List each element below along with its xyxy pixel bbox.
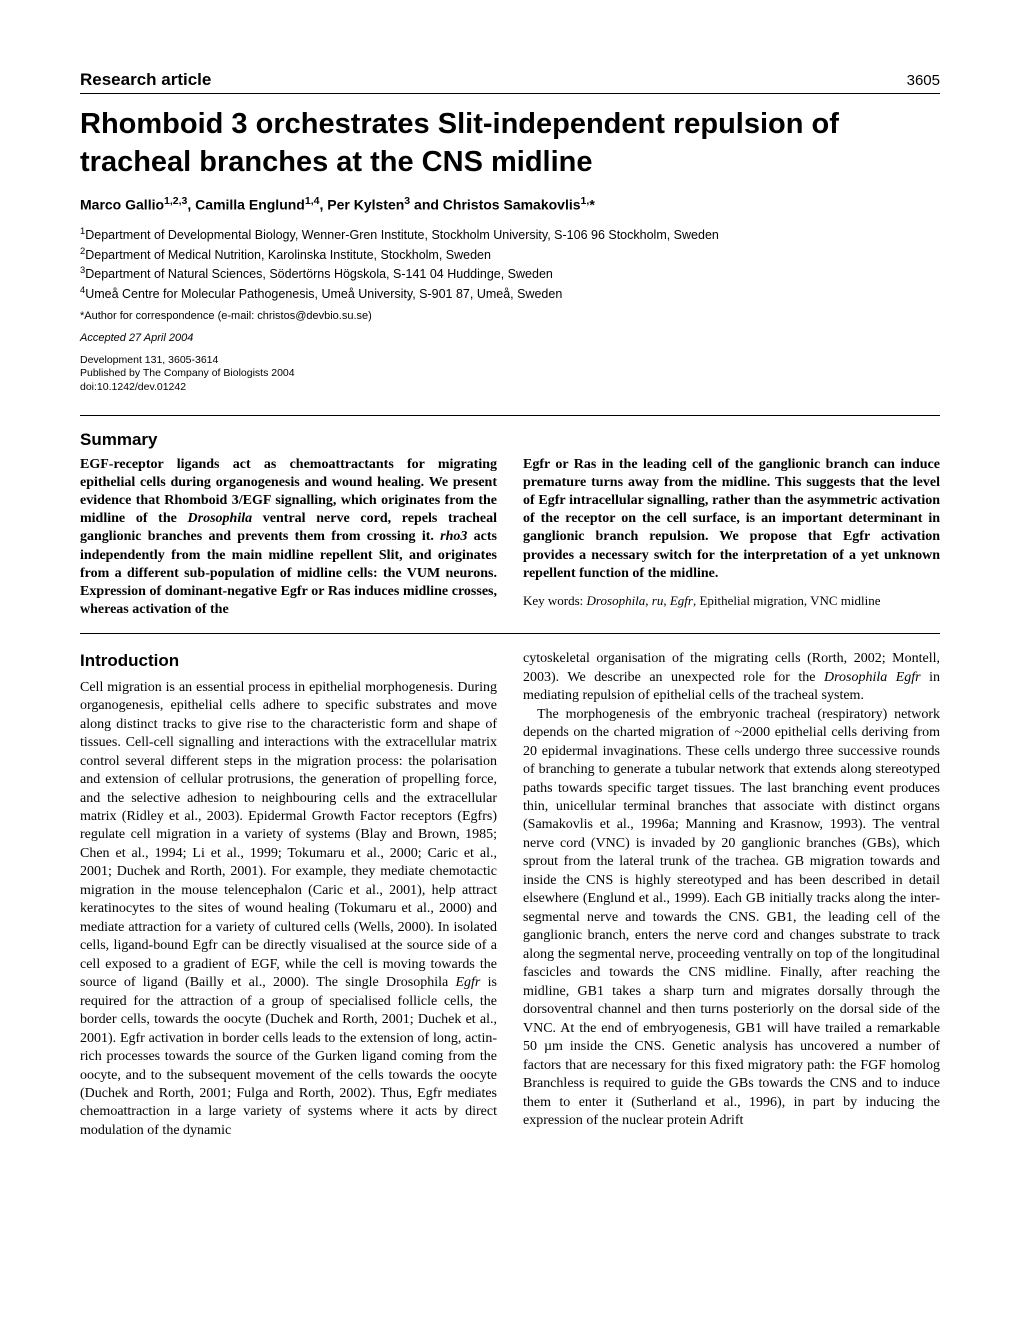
intro-right-p1: cytoskeletal organisation of the migrati…: [523, 650, 940, 705]
affiliation-3: 3Department of Natural Sciences, Södertö…: [80, 264, 940, 284]
body-right-col: cytoskeletal organisation of the migrati…: [523, 650, 940, 1140]
authors-line: Marco Gallio1,2,3, Camilla Englund1,4, P…: [80, 195, 940, 213]
introduction-title: Introduction: [80, 650, 497, 672]
accepted-date: Accepted 27 April 2004: [80, 332, 940, 344]
summary-right-text: Egfr or Ras in the leading cell of the g…: [523, 457, 940, 581]
body-columns: Introduction Cell migration is an essent…: [80, 650, 940, 1140]
body-left-col: Introduction Cell migration is an essent…: [80, 650, 497, 1140]
affiliation-2: 2Department of Medical Nutrition, Karoli…: [80, 245, 940, 265]
header-row: Research article 3605: [80, 70, 940, 94]
summary-section: Summary EGF-receptor ligands act as chem…: [80, 415, 940, 635]
pub-info-line-3: doi:10.1242/dev.01242: [80, 381, 940, 395]
article-type: Research article: [80, 70, 211, 90]
intro-right-p2: The morphogenesis of the embryonic trach…: [523, 706, 940, 1131]
pub-info-line-2: Published by The Company of Biologists 2…: [80, 367, 940, 381]
affiliations: 1Department of Developmental Biology, We…: [80, 225, 940, 304]
keywords: Key words: Drosophila, ru, Egfr, Epithel…: [523, 593, 940, 610]
summary-title: Summary: [80, 430, 940, 450]
summary-columns: EGF-receptor ligands act as chemoattract…: [80, 456, 940, 620]
publication-info: Development 131, 3605-3614 Published by …: [80, 354, 940, 395]
pub-info-line-1: Development 131, 3605-3614: [80, 354, 940, 368]
affiliation-1: 1Department of Developmental Biology, We…: [80, 225, 940, 245]
correspondence: *Author for correspondence (e-mail: chri…: [80, 310, 940, 322]
summary-right-col: Egfr or Ras in the leading cell of the g…: [523, 456, 940, 620]
summary-left-col: EGF-receptor ligands act as chemoattract…: [80, 456, 497, 620]
article-title: Rhomboid 3 orchestrates Slit-independent…: [80, 106, 940, 181]
page-number: 3605: [907, 72, 940, 89]
affiliation-4: 4Umeå Centre for Molecular Pathogenesis,…: [80, 284, 940, 304]
intro-left-p1: Cell migration is an essential process i…: [80, 679, 497, 1141]
